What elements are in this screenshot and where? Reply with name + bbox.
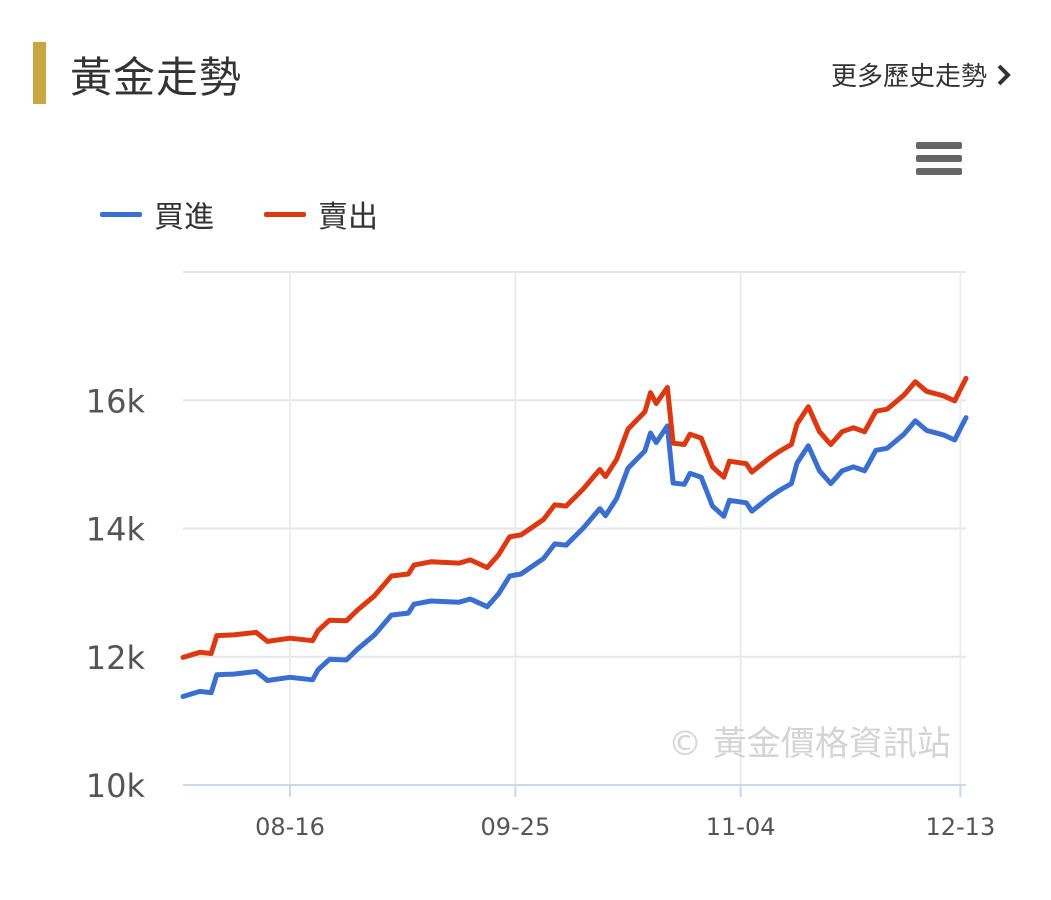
series-line-buy [180, 415, 969, 699]
legend-swatch-sell [264, 211, 306, 217]
x-tick-label: 12-13 [925, 813, 995, 841]
series-line-sell [180, 375, 969, 660]
legend-label-buy: 買進 [154, 200, 214, 235]
legend: 買進 賣出 [100, 192, 378, 236]
y-tick-label: 16k [86, 382, 146, 420]
chevron-right-icon [997, 64, 1011, 85]
hamburger-menu-icon[interactable] [916, 142, 962, 180]
y-tick-label: 12k [86, 639, 146, 677]
more-history-label: 更多歷史走勢 [830, 62, 987, 92]
x-tick-label: 08-16 [255, 813, 325, 841]
page-title: 黃金走勢 [70, 53, 243, 102]
legend-swatch-buy [100, 211, 142, 217]
x-tick-label: 09-25 [480, 813, 550, 841]
legend-item-sell[interactable]: 賣出 [264, 192, 378, 236]
y-tick-label: 14k [86, 511, 146, 549]
y-tick-label: 10k [86, 767, 146, 805]
x-tick-label: 11-04 [706, 813, 776, 841]
more-history-link[interactable]: 更多歷史走勢 [831, 56, 1013, 93]
legend-label-sell: 賣出 [318, 200, 378, 235]
title-accent-bar [33, 42, 46, 104]
watermark: © 黃金價格資訊站 [668, 724, 951, 764]
legend-item-buy[interactable]: 買進 [100, 192, 214, 236]
